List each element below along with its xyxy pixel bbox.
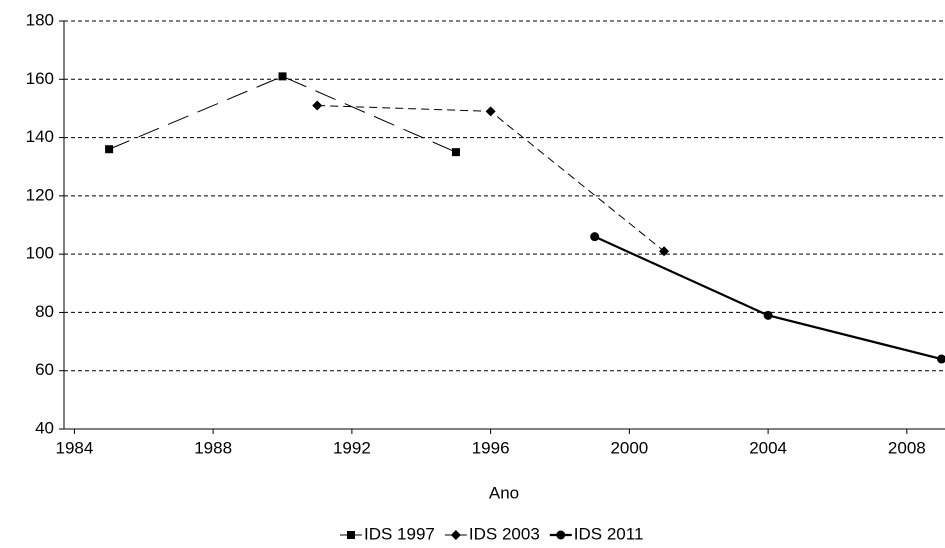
x-tick-label: 1992 [333,438,371,457]
legend-item: IDS 1997 [340,524,435,543]
marker [659,246,670,257]
x-tick-label: 2004 [749,438,787,457]
y-tick-label: 140 [26,127,54,146]
series-line [317,105,665,252]
legend-item: IDS 2011 [549,524,644,543]
series-line [594,235,942,361]
y-tick-label: 180 [26,10,54,29]
marker [763,310,773,320]
y-tick-label: 160 [26,69,54,88]
legend-label: IDS 2011 [574,524,644,543]
marker [312,100,323,111]
marker [105,145,114,154]
marker [451,148,460,157]
x-tick-label: 1996 [472,438,510,457]
y-tick-label: 80 [35,302,54,321]
x-tick-label: 2008 [888,438,926,457]
marker [556,530,566,540]
marker [937,354,945,364]
marker [450,530,461,540]
x-tick-label: 1984 [55,438,93,457]
marker [485,106,496,117]
y-tick-label: 120 [26,185,54,204]
y-tick-label: 60 [35,360,54,379]
marker [278,72,287,81]
series-line [108,75,457,153]
x-tick-label: 2000 [610,438,648,457]
y-tick-label: 100 [26,244,54,263]
legend-item: IDS 2003 [444,524,540,543]
marker [590,232,600,242]
legend-label: IDS 2003 [469,524,540,543]
marker [347,531,355,539]
x-axis-label: Ano [489,483,519,502]
y-tick-label: 40 [35,418,54,437]
x-tick-label: 1988 [194,438,232,457]
legend-label: IDS 1997 [364,524,435,543]
